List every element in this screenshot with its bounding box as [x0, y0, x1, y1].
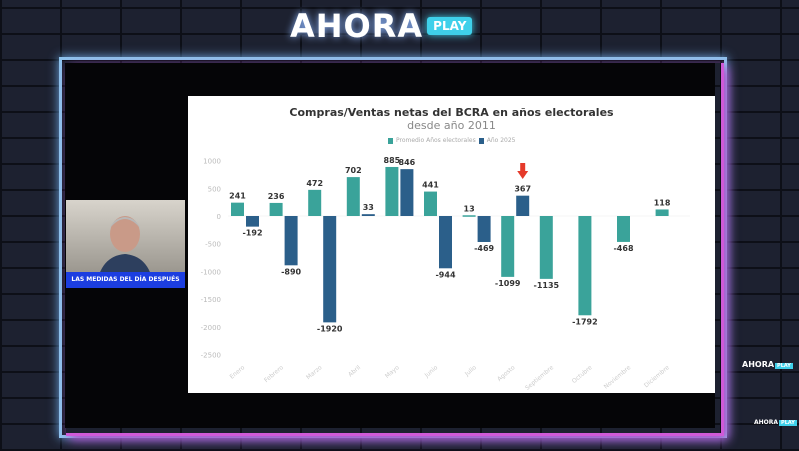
data-label: 702 — [345, 166, 362, 175]
bar — [462, 215, 476, 217]
x-tick-label: Febrero — [263, 364, 285, 384]
x-tick-label: Abril — [347, 364, 362, 378]
x-tick-label: Mayo — [384, 364, 401, 380]
y-tick-label: 500 — [208, 185, 221, 193]
data-label: -1792 — [572, 317, 598, 326]
data-label: 118 — [654, 198, 671, 207]
data-label: 33 — [363, 203, 374, 212]
bar — [308, 189, 322, 216]
y-tick-label: -1500 — [201, 296, 221, 304]
chart-title: Compras/Ventas netas del BCRA en años el… — [289, 106, 614, 119]
x-tick-label: Julio — [463, 364, 478, 378]
y-tick-label: -1000 — [201, 268, 221, 276]
chart-legend: Promedio Años electorales Año 2025 — [388, 137, 516, 144]
data-label: 885 — [384, 156, 401, 165]
bar — [501, 216, 515, 277]
x-tick-label: Enero — [229, 364, 247, 381]
data-label: -469 — [474, 244, 494, 253]
bar — [323, 216, 337, 323]
bar — [385, 166, 399, 216]
data-label: -1920 — [317, 324, 343, 333]
y-tick-label: -500 — [205, 241, 221, 249]
y-tick-label: -2500 — [201, 352, 221, 360]
bar — [269, 202, 283, 216]
legend-swatch-2025 — [478, 137, 484, 144]
x-tick-label: Septiembre — [524, 364, 555, 392]
data-label: -1135 — [534, 281, 560, 290]
camera-feed: LAS MEDIDAS DEL DÍA DESPUÉS — [66, 200, 185, 288]
data-label: 13 — [464, 204, 475, 213]
bar — [246, 216, 259, 227]
legend-swatch-promedio — [388, 137, 393, 144]
red-arrow-icon — [517, 163, 529, 179]
data-label: 441 — [422, 181, 439, 190]
ahora-play-logo: AHORA PLAY — [290, 7, 473, 45]
corner-logo: AHORA PLAY — [742, 360, 793, 369]
bar — [346, 177, 360, 216]
corner-logo-small: AHORA PLAY — [754, 419, 797, 426]
data-label: -944 — [435, 270, 455, 279]
data-label: 367 — [514, 185, 531, 194]
bar — [439, 216, 452, 269]
y-tick-label: -2000 — [201, 324, 221, 332]
data-label: -1099 — [495, 279, 521, 288]
data-label: -468 — [613, 244, 633, 253]
bar — [284, 216, 298, 266]
screen-frame — [59, 57, 727, 438]
bar — [231, 202, 244, 216]
x-tick-label: Diciembre — [643, 364, 671, 389]
data-label: 472 — [306, 179, 323, 188]
data-label: 241 — [229, 192, 246, 201]
x-tick-label: Junio — [423, 364, 440, 380]
bar — [424, 191, 437, 216]
x-tick-label: Noviembre — [603, 364, 633, 391]
data-label: 236 — [268, 192, 285, 201]
chart-subtitle: desde año 2011 — [407, 119, 496, 132]
y-tick-label: 0 — [217, 213, 221, 221]
bar — [516, 195, 530, 216]
bar — [578, 216, 592, 316]
bar — [617, 216, 630, 242]
data-label: 846 — [399, 158, 416, 167]
bar — [655, 209, 669, 216]
y-tick-label: 1000 — [203, 158, 221, 166]
bar — [361, 214, 375, 216]
x-tick-label: Marzo — [305, 364, 324, 381]
data-label: -890 — [281, 267, 301, 276]
x-tick-label: Agosto — [496, 364, 517, 383]
screen-glow — [66, 63, 724, 436]
bar — [400, 169, 414, 216]
bar — [477, 216, 491, 242]
data-label: -192 — [242, 229, 262, 238]
x-tick-label: Octubre — [571, 364, 594, 385]
bar — [539, 216, 553, 279]
lower-third-caption: LAS MEDIDAS DEL DÍA DESPUÉS — [66, 272, 185, 288]
